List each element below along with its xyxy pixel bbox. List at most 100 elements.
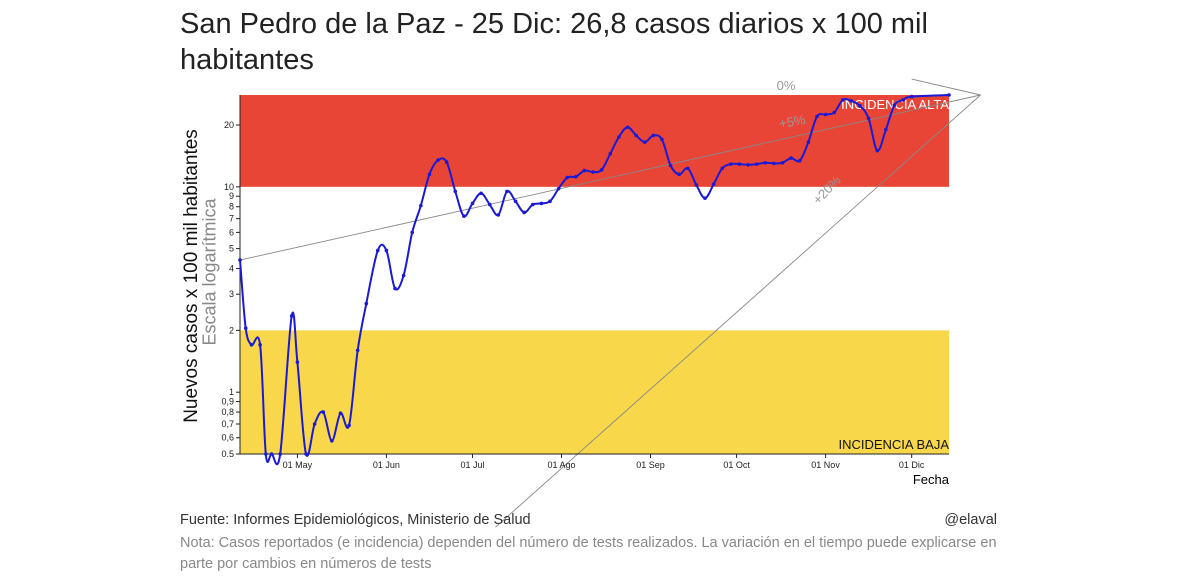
data-point (892, 103, 897, 107)
reference-line-1 (239, 94, 981, 261)
source-credit: Fuente: Informes Epidemiológicos, Minist… (180, 512, 531, 528)
data-point (901, 98, 905, 102)
data-point (780, 160, 785, 165)
data-point (685, 166, 690, 171)
y-tick-label: 0,9 (221, 397, 234, 407)
y-tick-label: 0,8 (221, 407, 234, 417)
data-point (617, 135, 621, 139)
data-point (737, 162, 742, 166)
data-point (668, 163, 673, 168)
x-axis-label: Fecha (913, 472, 950, 487)
x-tick-label: 01 May (283, 460, 313, 470)
data-point (947, 93, 951, 97)
data-point (660, 137, 664, 142)
y-tick-label: 10 (224, 182, 234, 192)
data-point (462, 214, 466, 218)
data-point (858, 104, 862, 108)
data-point (806, 140, 811, 144)
data-point (884, 127, 888, 132)
data-point (789, 156, 793, 160)
data-point (625, 125, 630, 130)
data-point (278, 452, 282, 456)
data-point (875, 148, 880, 153)
data-point (746, 163, 750, 167)
data-point (530, 202, 535, 207)
x-tick-label: 01 Dic (899, 460, 925, 470)
x-tick-label: 01 Jun (373, 460, 400, 470)
data-point (582, 168, 587, 173)
author-handle: @elaval (944, 512, 997, 528)
data-point (479, 191, 483, 196)
reference-line-2 (495, 94, 981, 528)
x-tick-label: 01 Ago (547, 460, 575, 470)
data-point (634, 133, 638, 138)
data-point (258, 343, 262, 347)
data-point (763, 160, 768, 165)
data-point (470, 201, 475, 206)
data-point (772, 161, 776, 166)
y-tick-label: 0.5 (221, 449, 234, 459)
data-point (312, 422, 317, 426)
x-tick-label: 01 Sep (636, 460, 665, 470)
data-point (720, 166, 725, 171)
data-point (355, 348, 360, 353)
series-line-0 (239, 94, 950, 466)
data-point (264, 452, 268, 456)
data-point (238, 258, 242, 262)
data-point (599, 168, 604, 172)
data-point (410, 230, 415, 235)
data-point (249, 343, 254, 347)
data-point (513, 199, 518, 204)
chart-title: San Pedro de la Paz - 25 Dic: 26,8 casos… (180, 8, 928, 76)
y-tick-label: 6 (229, 227, 234, 237)
data-point (522, 210, 526, 215)
data-point (694, 183, 699, 187)
footnote: Nota: Casos reportados (e incidencia) de… (180, 535, 997, 572)
data-point (849, 99, 854, 103)
data-point (393, 286, 397, 291)
data-point (505, 189, 509, 194)
data-point (866, 116, 871, 121)
data-point (427, 172, 432, 177)
data-point (556, 186, 561, 191)
data-point (591, 170, 595, 174)
data-point (321, 410, 326, 414)
data-point (289, 314, 294, 318)
data-point (823, 112, 828, 117)
y-tick-label: 5 (229, 244, 234, 254)
reference-lines: 0%+5%+20% (239, 78, 981, 528)
data-point (436, 158, 440, 162)
data-point (608, 151, 613, 156)
data-point (729, 162, 733, 166)
y-tick-label: 0,6 (221, 433, 234, 443)
data-point (444, 160, 449, 164)
low-incidence-label: INCIDENCIA BAJA (838, 437, 949, 452)
data-point (840, 98, 845, 102)
data-point (364, 301, 369, 306)
data-point (453, 189, 458, 194)
low-incidence-zone (240, 330, 949, 454)
data-point (384, 248, 389, 253)
data-point (565, 175, 570, 180)
data-point (487, 202, 492, 207)
data-point (677, 172, 681, 177)
data-point (832, 110, 836, 115)
y-tick-label: 2 (229, 325, 234, 335)
data-point (642, 140, 647, 144)
data-point (815, 114, 819, 119)
data-point (574, 174, 578, 179)
data-point (703, 196, 707, 201)
y-tick-label: 7 (229, 214, 234, 224)
data-point (419, 203, 423, 208)
x-tick-label: 01 Jul (460, 460, 484, 470)
data-point (651, 133, 656, 138)
reference-line-0 (911, 78, 981, 96)
y-tick-label: 4 (229, 264, 234, 274)
y-tick-label: 9 (229, 191, 234, 201)
data-point (243, 326, 248, 330)
data-point (269, 452, 274, 456)
y-tick-label: 1 (229, 387, 234, 397)
